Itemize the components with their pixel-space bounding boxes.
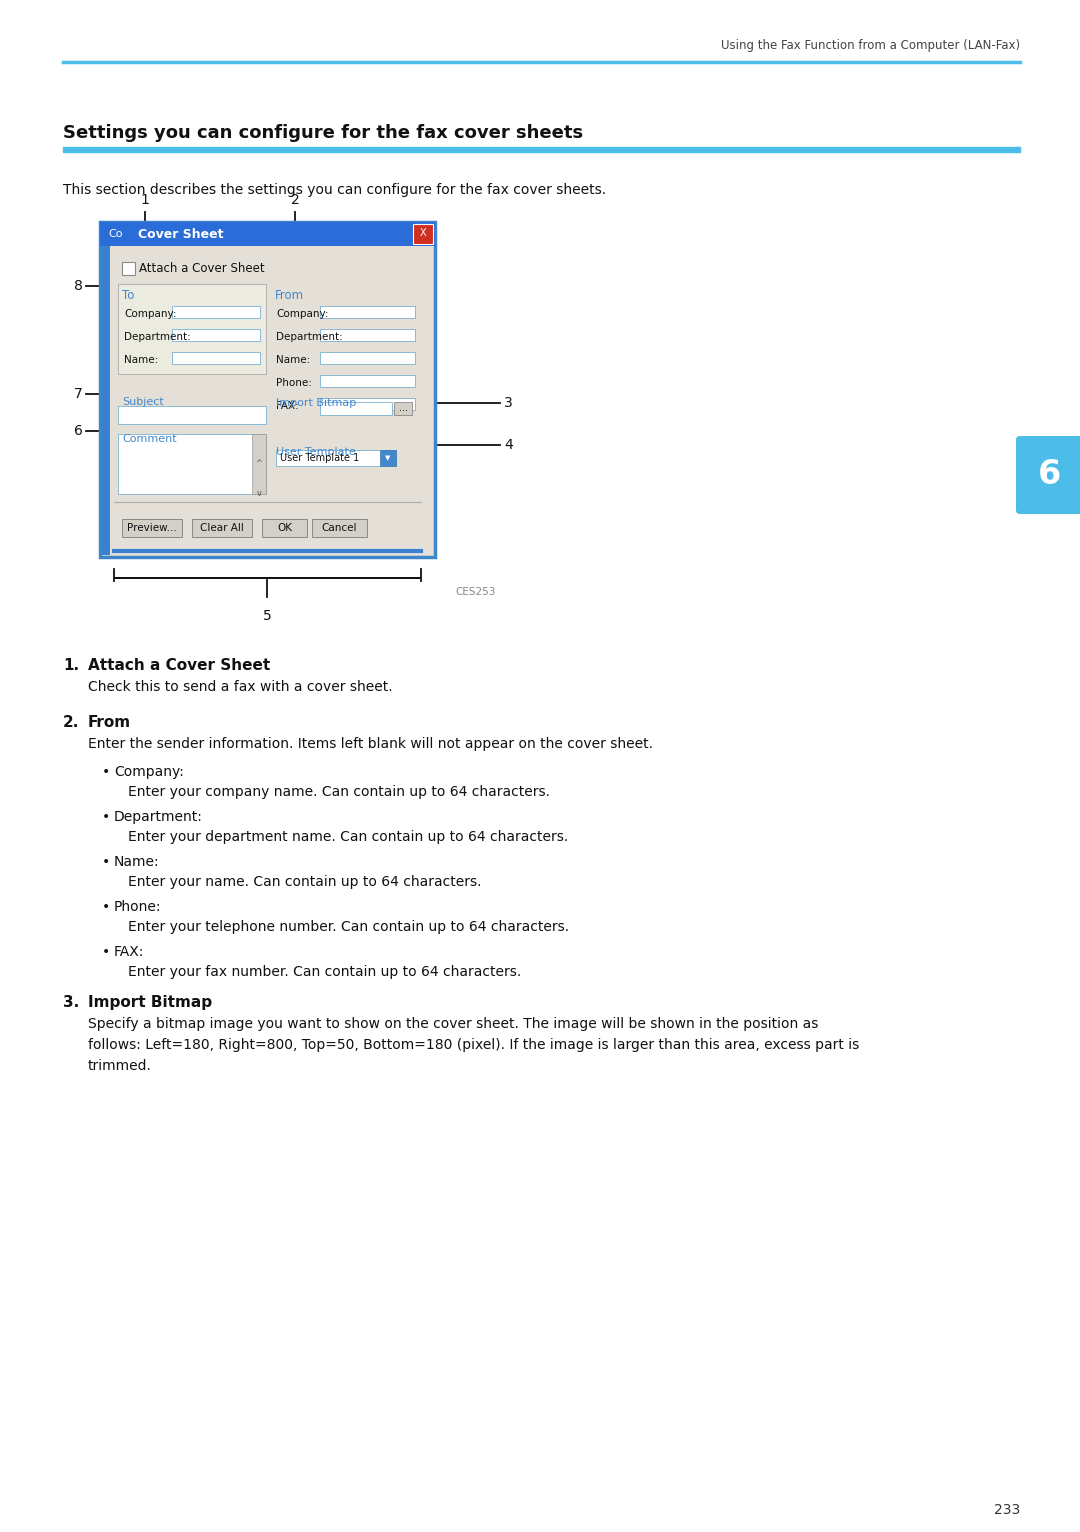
Text: To: To (122, 290, 134, 302)
Text: Company:: Company: (114, 764, 184, 778)
Text: Using the Fax Function from a Computer (LAN-Fax): Using the Fax Function from a Computer (… (720, 38, 1020, 52)
Text: follows: Left=180, Right=800, Top=50, Bottom=180 (pixel). If the image is larger: follows: Left=180, Right=800, Top=50, Bo… (87, 1039, 860, 1052)
Text: Check this to send a fax with a cover sheet.: Check this to send a fax with a cover sh… (87, 680, 393, 694)
Text: Department:: Department: (114, 810, 203, 824)
Bar (100, 222, 132, 247)
Text: 7: 7 (75, 388, 83, 401)
Bar (114, 578, 421, 579)
Bar (320, 329, 415, 342)
Text: Enter your fax number. Can contain up to 64 characters.: Enter your fax number. Can contain up to… (129, 965, 522, 979)
Text: Co: Co (108, 228, 122, 239)
Text: Import Bitmap: Import Bitmap (276, 398, 356, 408)
Text: From: From (87, 715, 131, 731)
Bar (252, 434, 266, 493)
Text: 3.: 3. (63, 994, 79, 1010)
Bar (312, 519, 367, 538)
Text: Name:: Name: (124, 355, 159, 365)
Bar (192, 519, 252, 538)
Text: Settings you can configure for the fax cover sheets: Settings you can configure for the fax c… (63, 124, 583, 142)
Text: Enter the sender information. Items left blank will not appear on the cover shee: Enter the sender information. Items left… (87, 737, 653, 751)
Text: Attach a Cover Sheet: Attach a Cover Sheet (139, 262, 265, 276)
Text: Name:: Name: (276, 355, 310, 365)
Text: trimmed.: trimmed. (87, 1059, 152, 1072)
Text: User Template 1: User Template 1 (280, 453, 360, 463)
Bar (320, 306, 415, 319)
Text: 2.: 2. (63, 715, 79, 731)
Text: FAX:: FAX: (114, 945, 145, 959)
Text: Department:: Department: (124, 332, 191, 342)
Text: 233: 233 (994, 1503, 1020, 1517)
Text: 2: 2 (291, 193, 299, 207)
Bar (118, 283, 266, 374)
Text: Cover Sheet: Cover Sheet (138, 227, 224, 241)
Bar (276, 450, 396, 466)
Bar (118, 406, 266, 424)
Text: Cancel: Cancel (322, 522, 357, 533)
Bar (413, 224, 433, 244)
Bar (394, 401, 411, 415)
Text: 5: 5 (262, 610, 271, 624)
Bar (262, 519, 307, 538)
Text: Company:: Company: (276, 309, 328, 319)
Bar (172, 352, 260, 365)
FancyBboxPatch shape (1016, 437, 1080, 515)
Bar (100, 222, 435, 558)
Text: Enter your company name. Can contain up to 64 characters.: Enter your company name. Can contain up … (129, 784, 550, 800)
Bar (118, 434, 266, 493)
Text: Department:: Department: (276, 332, 342, 342)
Text: Clear All: Clear All (200, 522, 244, 533)
Text: Preview...: Preview... (127, 522, 177, 533)
Bar (172, 329, 260, 342)
Text: 3: 3 (504, 395, 513, 411)
Bar (100, 222, 435, 247)
Text: v: v (257, 489, 261, 498)
Text: 4: 4 (504, 438, 513, 452)
Text: 1.: 1. (63, 659, 79, 673)
Text: ▼: ▼ (386, 455, 391, 461)
Bar (63, 147, 1020, 152)
Text: •: • (102, 945, 110, 959)
Text: User Template: User Template (276, 447, 355, 457)
Text: X: X (420, 228, 427, 237)
Text: Company:: Company: (124, 309, 176, 319)
Text: •: • (102, 899, 110, 915)
Bar (122, 519, 183, 538)
Bar (122, 262, 135, 276)
Text: 1: 1 (140, 193, 149, 207)
Bar (172, 306, 260, 319)
Text: •: • (102, 764, 110, 778)
Text: Name:: Name: (114, 855, 160, 869)
Bar (320, 352, 415, 365)
Text: Subject: Subject (122, 397, 164, 408)
Text: Phone:: Phone: (114, 899, 162, 915)
Text: •: • (102, 810, 110, 824)
Text: 8: 8 (75, 279, 83, 293)
Text: Phone:: Phone: (276, 378, 312, 388)
Text: ^: ^ (256, 460, 262, 469)
Text: ...: ... (399, 403, 407, 414)
Text: Enter your telephone number. Can contain up to 64 characters.: Enter your telephone number. Can contain… (129, 921, 569, 935)
Text: Comment: Comment (122, 434, 177, 444)
Bar (320, 398, 415, 411)
Bar (102, 247, 110, 555)
Text: FAX:: FAX: (276, 401, 299, 411)
Text: Import Bitmap: Import Bitmap (87, 994, 212, 1010)
Text: 6: 6 (75, 424, 83, 438)
Text: Enter your name. Can contain up to 64 characters.: Enter your name. Can contain up to 64 ch… (129, 875, 482, 889)
Bar (320, 375, 415, 388)
Bar (320, 401, 392, 415)
Text: •: • (102, 855, 110, 869)
Text: Enter your department name. Can contain up to 64 characters.: Enter your department name. Can contain … (129, 830, 568, 844)
Text: Attach a Cover Sheet: Attach a Cover Sheet (87, 659, 270, 673)
Text: Specify a bitmap image you want to show on the cover sheet. The image will be sh: Specify a bitmap image you want to show … (87, 1017, 819, 1031)
Text: From: From (275, 290, 305, 302)
Bar (380, 450, 396, 466)
Text: OK: OK (276, 522, 292, 533)
Text: This section describes the settings you can configure for the fax cover sheets.: This section describes the settings you … (63, 182, 606, 198)
Text: CES253: CES253 (455, 587, 496, 597)
Text: 6: 6 (1038, 458, 1062, 492)
